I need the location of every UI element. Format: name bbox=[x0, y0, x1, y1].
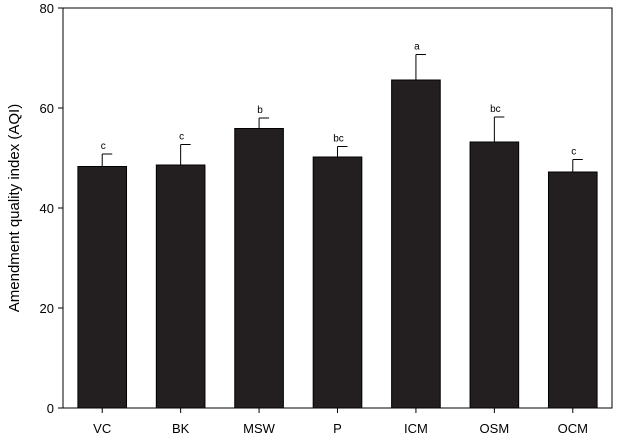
bar-icm bbox=[391, 79, 441, 409]
bar-p bbox=[312, 156, 363, 409]
x-ticks: VC BK MSW P ICM OSM OCM bbox=[93, 408, 588, 436]
significance-label: c bbox=[101, 141, 106, 152]
bar-vc bbox=[77, 166, 128, 409]
x-tick-label: ICM bbox=[404, 421, 428, 436]
y-tick-label: 80 bbox=[40, 1, 54, 16]
x-tick-label: OCM bbox=[558, 421, 588, 436]
x-tick-label: VC bbox=[93, 421, 111, 436]
x-tick-label: P bbox=[333, 421, 342, 436]
y-axis-label: Amendment quality index (AQI) bbox=[6, 104, 23, 312]
bar-osm bbox=[469, 141, 520, 409]
x-tick-label: BK bbox=[172, 421, 190, 436]
y-ticks: 0 20 40 60 80 bbox=[40, 1, 63, 416]
x-tick-label: MSW bbox=[243, 421, 276, 436]
y-tick-label: 20 bbox=[40, 301, 54, 316]
bar-msw bbox=[234, 128, 284, 409]
x-tick-label: OSM bbox=[480, 421, 510, 436]
bar-bk bbox=[155, 164, 206, 409]
y-tick-label: 60 bbox=[40, 101, 54, 116]
significance-label: c bbox=[571, 147, 576, 158]
y-tick-label: 0 bbox=[47, 401, 54, 416]
significance-label: a bbox=[414, 42, 420, 53]
y-tick-label: 40 bbox=[40, 201, 54, 216]
significance-label: b bbox=[257, 105, 263, 116]
significance-label: bc bbox=[490, 104, 501, 115]
significance-label: c bbox=[179, 132, 184, 143]
bars: c c b bc a bc c bbox=[77, 42, 598, 409]
bar-ocm bbox=[547, 171, 598, 409]
significance-label: bc bbox=[333, 134, 344, 145]
